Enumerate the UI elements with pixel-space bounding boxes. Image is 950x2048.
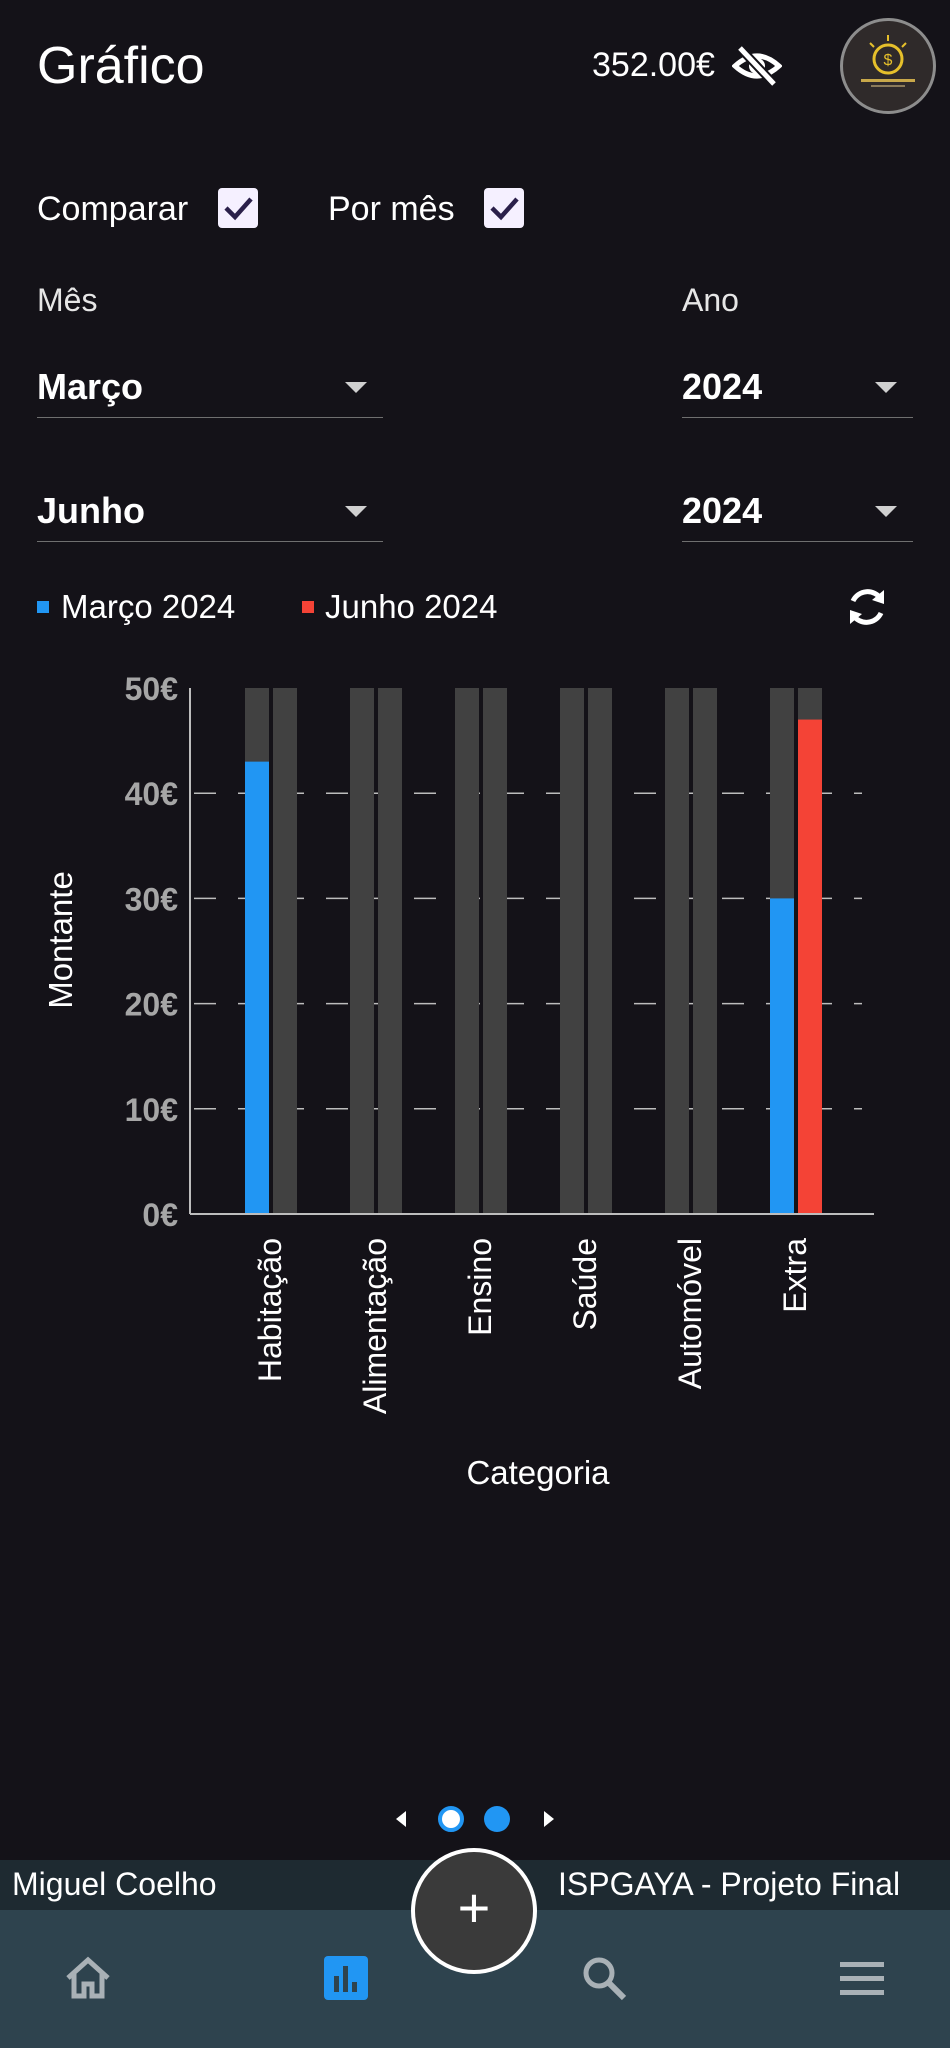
page-dot-1[interactable] bbox=[438, 1806, 464, 1832]
bar-track bbox=[665, 688, 689, 1214]
check-icon bbox=[224, 197, 253, 221]
add-button[interactable]: + bbox=[411, 1848, 537, 1974]
x-tick-label: Extra bbox=[777, 1238, 813, 1313]
bar-track bbox=[273, 688, 297, 1214]
bar-track bbox=[455, 688, 479, 1214]
bar-track bbox=[693, 688, 717, 1214]
x-tick-label: Ensino bbox=[462, 1238, 498, 1336]
page-dot-2[interactable] bbox=[484, 1806, 510, 1832]
bar-track bbox=[483, 688, 507, 1214]
y-tick-label: 0€ bbox=[142, 1197, 178, 1233]
svg-text:$: $ bbox=[884, 52, 893, 69]
footer-author: Miguel Coelho bbox=[12, 1866, 217, 1902]
x-tick-label: Automóvel bbox=[672, 1238, 708, 1389]
year-select-1-value: 2024 bbox=[682, 366, 763, 407]
year-select-2[interactable]: 2024 bbox=[682, 486, 913, 542]
x-axis-title: Categoria bbox=[466, 1454, 610, 1491]
month-label: Mês bbox=[37, 282, 98, 318]
avatar[interactable]: $ bbox=[840, 18, 936, 114]
bar-track bbox=[378, 688, 402, 1214]
legend-series-2: Junho 2024 bbox=[325, 588, 498, 625]
x-tick-label: Saúde bbox=[567, 1238, 603, 1331]
prev-page-arrow[interactable] bbox=[394, 1810, 408, 1828]
menu-icon[interactable] bbox=[836, 1952, 888, 2004]
plus-icon: + bbox=[457, 1876, 491, 1939]
page-title: Gráfico bbox=[37, 37, 205, 95]
home-icon[interactable] bbox=[62, 1952, 114, 2004]
compare-label: Comparar bbox=[37, 190, 189, 228]
month-select-1[interactable]: Março bbox=[37, 362, 383, 418]
year-select-2-value: 2024 bbox=[682, 490, 763, 531]
chart-icon[interactable] bbox=[320, 1952, 372, 2004]
bar-series-1[interactable] bbox=[245, 761, 269, 1214]
year-select-1[interactable]: 2024 bbox=[682, 362, 913, 418]
legend-series-1: Março 2024 bbox=[61, 588, 236, 625]
next-page-arrow[interactable] bbox=[542, 1810, 556, 1828]
bar-series-2[interactable] bbox=[798, 719, 822, 1214]
y-tick-label: 50€ bbox=[125, 671, 179, 707]
search-icon[interactable] bbox=[578, 1952, 630, 2004]
bar-track bbox=[350, 688, 374, 1214]
month-select-2-value: Junho bbox=[37, 490, 145, 531]
y-tick-label: 40€ bbox=[125, 776, 179, 812]
x-tick-label: Habitação bbox=[252, 1238, 288, 1382]
compare-checkbox[interactable] bbox=[218, 188, 258, 228]
y-tick-label: 30€ bbox=[125, 881, 179, 917]
bar-track bbox=[560, 688, 584, 1214]
legend-swatch-series-1 bbox=[37, 601, 49, 613]
x-tick-label: Alimentação bbox=[357, 1238, 393, 1414]
month-select-2[interactable]: Junho bbox=[37, 486, 383, 542]
by-month-label: Por mês bbox=[328, 190, 455, 228]
bar-track bbox=[588, 688, 612, 1214]
legend-swatch-series-2 bbox=[302, 601, 314, 613]
footer-project: ISPGAYA - Projeto Final bbox=[558, 1866, 901, 1902]
chevron-down-icon bbox=[875, 382, 897, 393]
bar-series-1[interactable] bbox=[770, 898, 794, 1214]
balance-amount: 352.00€ bbox=[592, 46, 715, 84]
chevron-down-icon bbox=[875, 506, 897, 517]
eye-off-icon[interactable] bbox=[731, 44, 783, 88]
y-tick-label: 10€ bbox=[125, 1092, 179, 1128]
y-tick-label: 20€ bbox=[125, 987, 179, 1023]
refresh-icon[interactable] bbox=[842, 582, 892, 632]
by-month-checkbox[interactable] bbox=[484, 188, 524, 228]
chevron-down-icon bbox=[345, 382, 367, 393]
year-label: Ano bbox=[682, 282, 739, 318]
chevron-down-icon bbox=[345, 506, 367, 517]
y-axis-title: Montante bbox=[42, 871, 79, 1009]
expense-bar-chart: 0€ 10€ 20€ 30€ 40€ 50€ Habitação Alimentação Ens… bbox=[42, 671, 874, 1491]
check-icon bbox=[490, 197, 519, 221]
month-select-1-value: Março bbox=[37, 366, 144, 407]
